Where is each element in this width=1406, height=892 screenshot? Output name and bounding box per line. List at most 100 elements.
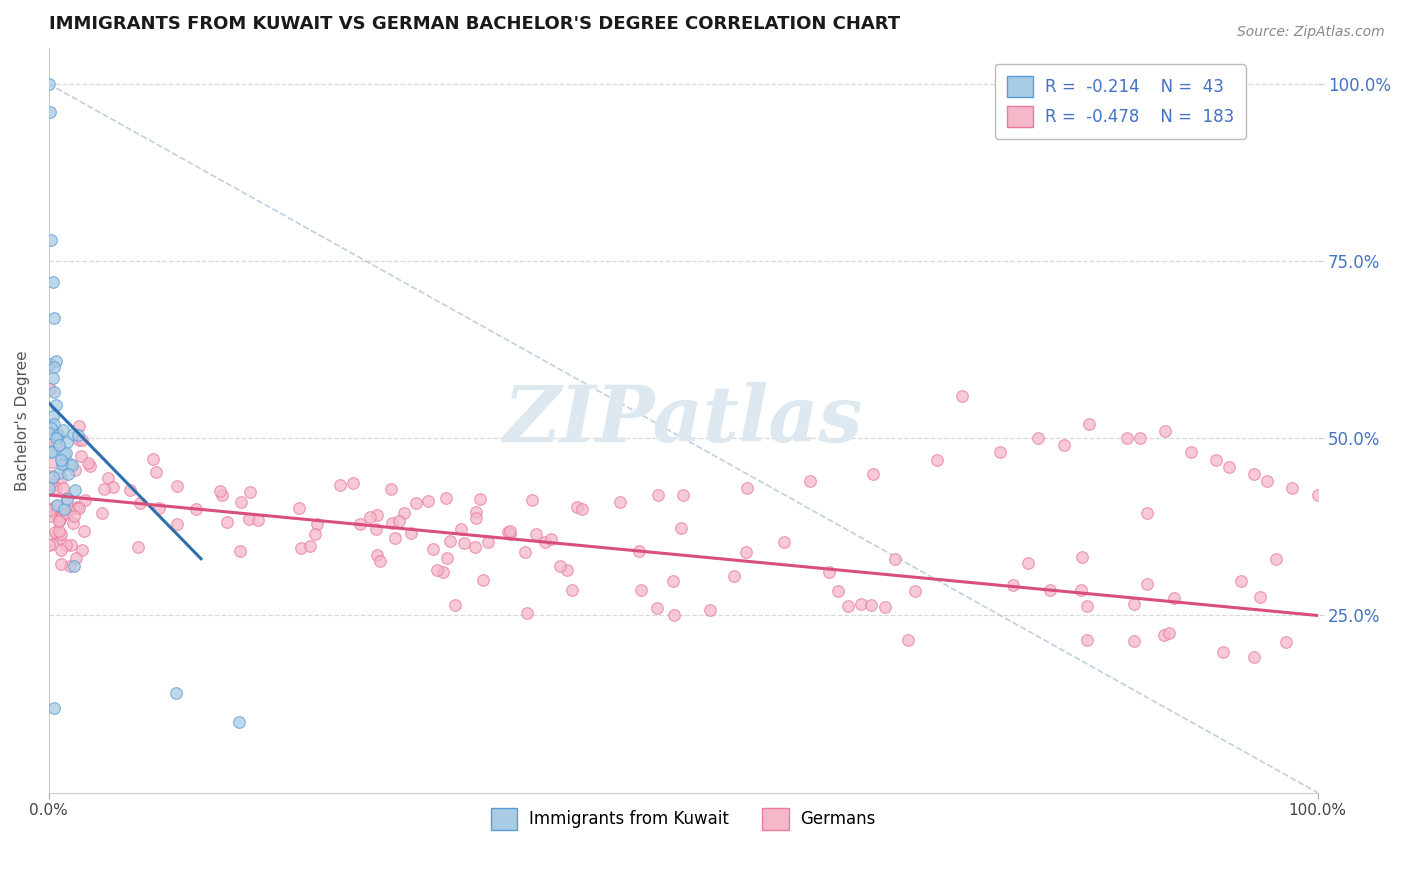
Point	[1129, 431, 1152, 445]
Point	[307, 516, 329, 531]
Point	[645, 601, 668, 615]
Point	[39, 445, 62, 459]
Point	[59, 457, 82, 471]
Point	[53, 446, 76, 460]
Point	[148, 500, 170, 515]
Point	[464, 505, 486, 519]
Point	[62, 426, 84, 441]
Point	[48, 467, 70, 481]
Point	[1306, 488, 1329, 502]
Point	[184, 502, 207, 516]
Point	[1275, 635, 1298, 649]
Point	[39, 233, 62, 247]
Point	[609, 495, 631, 509]
Point	[516, 606, 538, 620]
Point	[1243, 467, 1265, 481]
Point	[38, 77, 60, 91]
Point	[1159, 626, 1181, 640]
Point	[45, 429, 67, 443]
Point	[65, 551, 87, 566]
Point	[48, 524, 70, 538]
Point	[77, 456, 100, 470]
Point	[472, 573, 495, 587]
Point	[884, 552, 907, 566]
Text: IMMIGRANTS FROM KUWAIT VS GERMAN BACHELOR'S DEGREE CORRELATION CHART: IMMIGRANTS FROM KUWAIT VS GERMAN BACHELO…	[49, 15, 900, 33]
Point	[73, 492, 96, 507]
Point	[38, 501, 60, 516]
Point	[72, 434, 94, 448]
Point	[70, 542, 93, 557]
Point	[1078, 417, 1101, 431]
Point	[873, 600, 896, 615]
Legend: Immigrants from Kuwait, Germans: Immigrants from Kuwait, Germans	[484, 802, 883, 837]
Point	[41, 537, 63, 551]
Point	[45, 481, 67, 495]
Point	[38, 357, 60, 371]
Point	[499, 524, 522, 538]
Point	[443, 599, 465, 613]
Point	[464, 511, 486, 525]
Point	[1002, 577, 1025, 591]
Point	[699, 603, 721, 617]
Point	[1154, 424, 1177, 438]
Point	[1205, 452, 1227, 467]
Point	[897, 633, 920, 648]
Point	[799, 474, 821, 488]
Point	[48, 438, 70, 452]
Point	[42, 371, 65, 385]
Point	[42, 700, 65, 714]
Point	[79, 458, 101, 473]
Point	[477, 534, 499, 549]
Text: ZIPatlas: ZIPatlas	[503, 383, 863, 458]
Point	[366, 548, 388, 562]
Point	[55, 492, 77, 507]
Point	[349, 517, 371, 532]
Point	[52, 423, 75, 437]
Point	[405, 496, 427, 510]
Point	[392, 507, 415, 521]
Point	[439, 534, 461, 549]
Point	[239, 485, 262, 500]
Point	[38, 539, 60, 553]
Point	[51, 471, 73, 485]
Point	[52, 481, 75, 495]
Point	[526, 527, 548, 541]
Point	[38, 476, 60, 491]
Point	[101, 480, 124, 494]
Point	[127, 540, 149, 554]
Point	[422, 541, 444, 556]
Point	[45, 498, 67, 512]
Point	[366, 508, 388, 523]
Point	[664, 608, 686, 623]
Point	[45, 500, 67, 514]
Point	[1281, 481, 1303, 495]
Point	[453, 535, 475, 549]
Point	[52, 458, 75, 473]
Point	[60, 458, 83, 472]
Point	[464, 540, 486, 554]
Point	[41, 455, 63, 469]
Point	[851, 597, 873, 611]
Point	[827, 584, 849, 599]
Point	[548, 559, 571, 574]
Point	[298, 539, 321, 553]
Point	[55, 506, 77, 520]
Point	[662, 574, 685, 588]
Point	[48, 514, 70, 528]
Point	[67, 418, 90, 433]
Point	[434, 491, 457, 505]
Point	[45, 508, 67, 522]
Point	[44, 525, 66, 540]
Point	[1230, 574, 1253, 588]
Point	[165, 686, 187, 700]
Point	[46, 427, 69, 442]
Point	[735, 545, 758, 559]
Point	[118, 483, 141, 497]
Point	[39, 383, 62, 397]
Point	[773, 535, 796, 549]
Point	[38, 425, 60, 440]
Point	[1249, 590, 1271, 604]
Point	[1136, 506, 1159, 520]
Point	[1212, 645, 1234, 659]
Point	[128, 496, 150, 510]
